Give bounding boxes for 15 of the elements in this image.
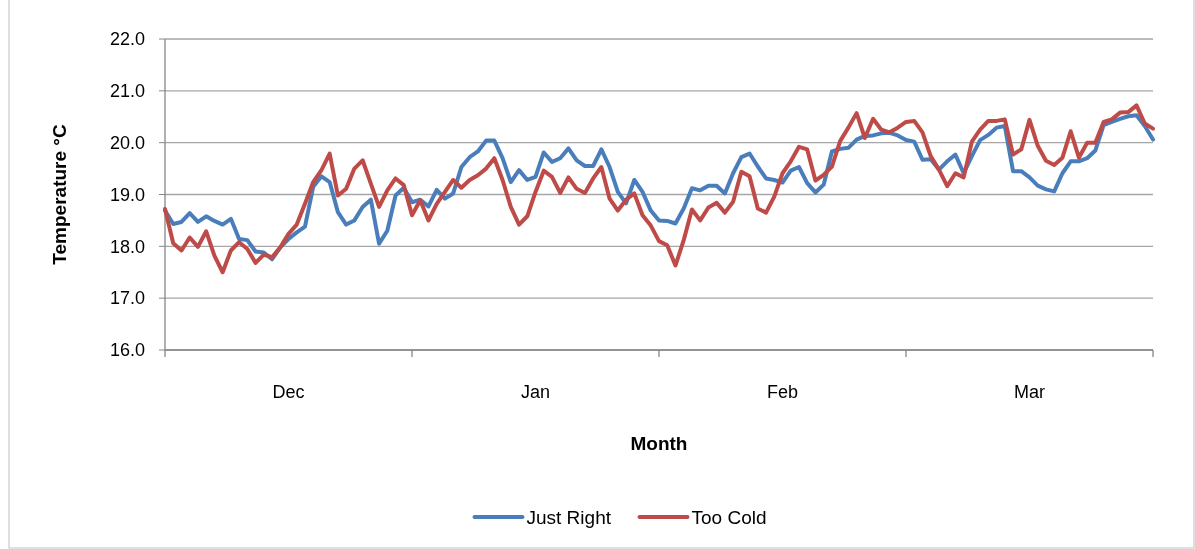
x-tick-label: Feb bbox=[766, 382, 799, 402]
x-tick-label: Dec bbox=[272, 382, 305, 402]
y-tick-label: 17.0 bbox=[109, 288, 145, 309]
legend-label: Too Cold bbox=[691, 506, 767, 528]
y-axis-title: Temperature °C bbox=[49, 124, 70, 265]
y-tick-label: 21.0 bbox=[109, 81, 145, 102]
x-axis-title: Month bbox=[630, 433, 688, 454]
y-tick-label: 16.0 bbox=[109, 340, 145, 361]
y-tick-label: 22.0 bbox=[109, 29, 145, 50]
y-tick-label: 19.0 bbox=[109, 184, 145, 205]
x-tick-label: Mar bbox=[1014, 382, 1045, 402]
y-tick-label: 20.0 bbox=[109, 132, 145, 153]
y-tick-label: 18.0 bbox=[109, 236, 145, 257]
legend-label: Just Right bbox=[526, 506, 612, 528]
x-tick-label: Jan bbox=[520, 382, 551, 402]
